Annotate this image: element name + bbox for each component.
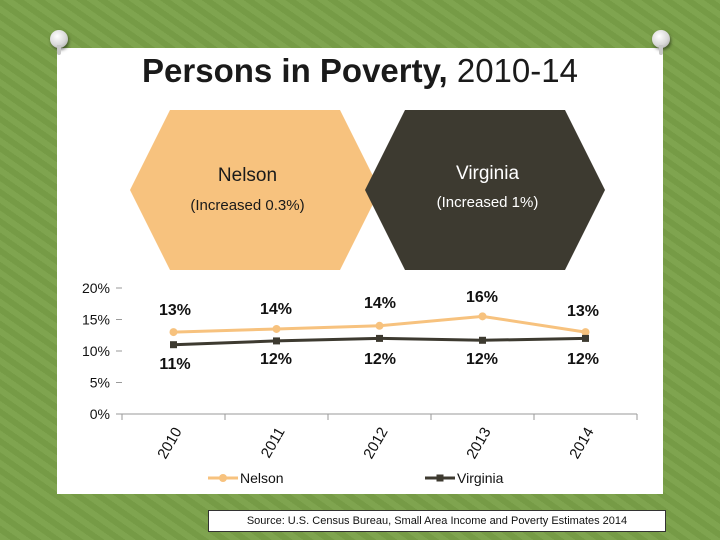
legend-label: Nelson (240, 470, 284, 486)
virginia-data-label: 12% (364, 351, 396, 368)
virginia-data-label: 12% (567, 351, 599, 368)
y-tick-label: 0% (90, 406, 110, 422)
legend-label: Virginia (457, 470, 504, 486)
page-title: Persons in Poverty, 2010-14 (57, 52, 663, 90)
nelson-hexagon-name: Nelson (217, 165, 278, 186)
nelson-data-label: 13% (159, 302, 191, 319)
virginia-point (582, 334, 589, 342)
pushpin-icon (50, 30, 68, 55)
virginia-hexagon-shape (365, 110, 605, 270)
nelson-data-label: 16% (466, 289, 498, 306)
nelson-data-label: 13% (567, 303, 599, 320)
virginia-point (376, 334, 383, 342)
virginia-hexagon-name: Virginia (455, 163, 520, 184)
virginia-data-label: 12% (466, 351, 498, 368)
x-tick-label: 2011 (258, 425, 289, 461)
title-rest: 2010-14 (447, 52, 578, 89)
pushpin-icon (652, 30, 670, 55)
virginia-point (170, 341, 177, 349)
nelson-data-label: 14% (364, 295, 396, 312)
x-tick-label: 2010 (154, 425, 185, 462)
x-tick-label: 2012 (360, 425, 391, 462)
virginia-point (273, 337, 280, 345)
y-tick-label: 15% (82, 312, 110, 328)
virginia-hexagon (365, 110, 605, 270)
y-tick-label: 20% (82, 280, 110, 296)
virginia-point (479, 336, 486, 344)
x-tick-label: 2014 (566, 425, 597, 462)
virginia-data-label: 12% (260, 351, 292, 368)
nelson-hexagon-note: (Increased 0.3%) (190, 197, 305, 214)
nelson-hexagon (130, 110, 380, 270)
legend-marker (219, 474, 227, 482)
source-note: Source: U.S. Census Bureau, Small Area I… (208, 510, 666, 532)
y-tick-label: 5% (90, 375, 110, 391)
nelson-point (375, 321, 384, 330)
virginia-data-label: 11% (159, 356, 190, 373)
nelson-hexagon-shape (130, 110, 380, 270)
y-tick-label: 10% (82, 343, 110, 359)
nelson-point (478, 312, 487, 321)
virginia-hexagon-note: (Increased 1%) (436, 194, 539, 211)
nelson-data-label: 14% (260, 301, 292, 318)
nelson-point (581, 328, 590, 337)
nelson-point (272, 324, 281, 333)
legend-marker (436, 474, 444, 482)
nelson-point (169, 328, 178, 337)
x-tick-label: 2013 (463, 425, 494, 462)
title-bold: Persons in Poverty, (142, 52, 448, 89)
